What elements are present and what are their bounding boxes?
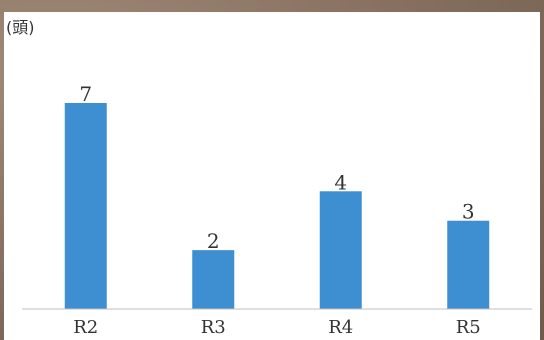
- x-tick-label-R2: R2: [73, 317, 98, 338]
- data-label-R4: 4: [334, 170, 347, 194]
- x-tick-label-R5: R5: [456, 317, 481, 338]
- x-tick-label-R3: R3: [201, 317, 226, 338]
- data-label-R3: 2: [207, 229, 220, 253]
- data-label-R2: 7: [79, 82, 92, 106]
- x-tick-labels: R2 R3 R4 R5: [73, 317, 481, 338]
- x-tick-label-R4: R4: [328, 317, 353, 338]
- bar-R2: [64, 103, 107, 309]
- bar-R4: [319, 191, 362, 309]
- data-label-R5: 3: [462, 200, 475, 224]
- data-labels: 7 2 4 3: [79, 82, 474, 253]
- bar-R5: [447, 220, 490, 309]
- bar-R3: [192, 250, 235, 309]
- y-axis-unit-label: (頭): [6, 18, 35, 37]
- bars-group: [64, 103, 490, 309]
